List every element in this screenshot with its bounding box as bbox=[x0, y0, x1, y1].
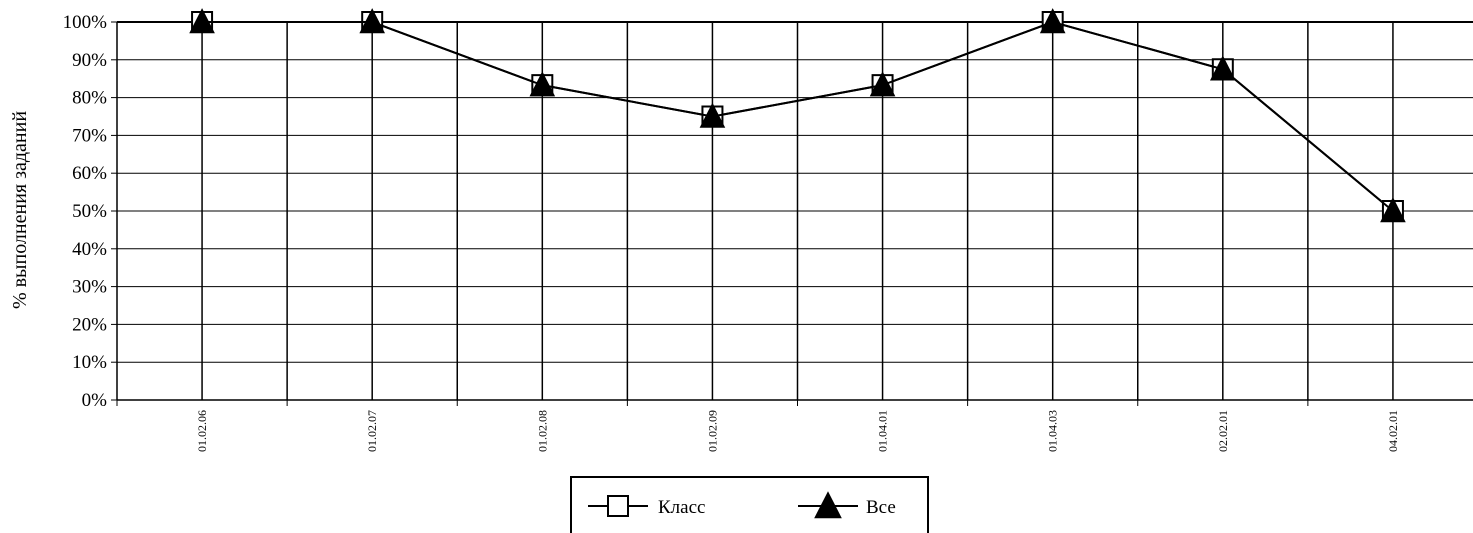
x-tick-label: 02.02.01 bbox=[1216, 410, 1230, 452]
triangle-marker bbox=[1039, 8, 1066, 34]
series bbox=[189, 8, 1406, 223]
x-tick-label: 04.02.01 bbox=[1386, 410, 1400, 452]
legend-label: Все bbox=[866, 497, 896, 518]
triangle-marker bbox=[529, 71, 556, 97]
x-tick-label: 01.02.08 bbox=[535, 410, 549, 452]
grid-lines bbox=[117, 21, 1473, 400]
legend: Класс Все bbox=[570, 476, 929, 533]
triangle-marker bbox=[359, 8, 386, 34]
y-tick-label: 30% bbox=[72, 277, 107, 298]
triangle-marker bbox=[699, 102, 726, 128]
legend-box bbox=[570, 476, 929, 533]
y-tick-label: 60% bbox=[72, 163, 107, 184]
y-axis-title: % выполнения заданий bbox=[9, 111, 31, 309]
series-2 bbox=[189, 8, 1406, 223]
y-tick-label: 70% bbox=[72, 125, 107, 146]
triangle-marker bbox=[869, 71, 896, 97]
y-tick-label: 0% bbox=[82, 390, 108, 411]
y-tick-label: 80% bbox=[72, 88, 107, 109]
y-tick-label: 100% bbox=[63, 12, 108, 33]
y-tick-label: 10% bbox=[72, 352, 107, 373]
x-tick-label: 01.02.06 bbox=[195, 410, 209, 452]
x-tick-label: 01.02.09 bbox=[705, 410, 719, 452]
y-tick-label: 50% bbox=[72, 201, 107, 222]
legend-label: Класс bbox=[658, 497, 705, 518]
x-tick-label: 01.04.03 bbox=[1046, 410, 1060, 452]
legend-item-1: Класс bbox=[588, 495, 705, 518]
triangle-marker bbox=[189, 8, 215, 34]
legend-item-2: Все bbox=[798, 491, 896, 519]
triangle-marker bbox=[1209, 55, 1236, 81]
square-marker bbox=[607, 495, 629, 517]
y-tick-label: 90% bbox=[72, 50, 107, 71]
triangle-marker bbox=[1380, 197, 1406, 223]
axes bbox=[111, 21, 1473, 406]
x-tick-label: 01.02.07 bbox=[365, 410, 379, 452]
triangle-marker bbox=[814, 491, 842, 519]
y-tick-label: 40% bbox=[72, 239, 107, 260]
x-tick-labels: 01.02.06 01.02.07 01.02.08 01.02.09 01.04.01… bbox=[195, 410, 1400, 452]
y-tick-labels: 0% 10% 20% 30% 40% 50% 60% 70% 80% 90% 100% bbox=[63, 12, 108, 411]
x-tick-label: 01.04.01 bbox=[876, 410, 890, 452]
y-tick-label: 20% bbox=[72, 314, 107, 335]
series-line bbox=[202, 20, 1394, 212]
